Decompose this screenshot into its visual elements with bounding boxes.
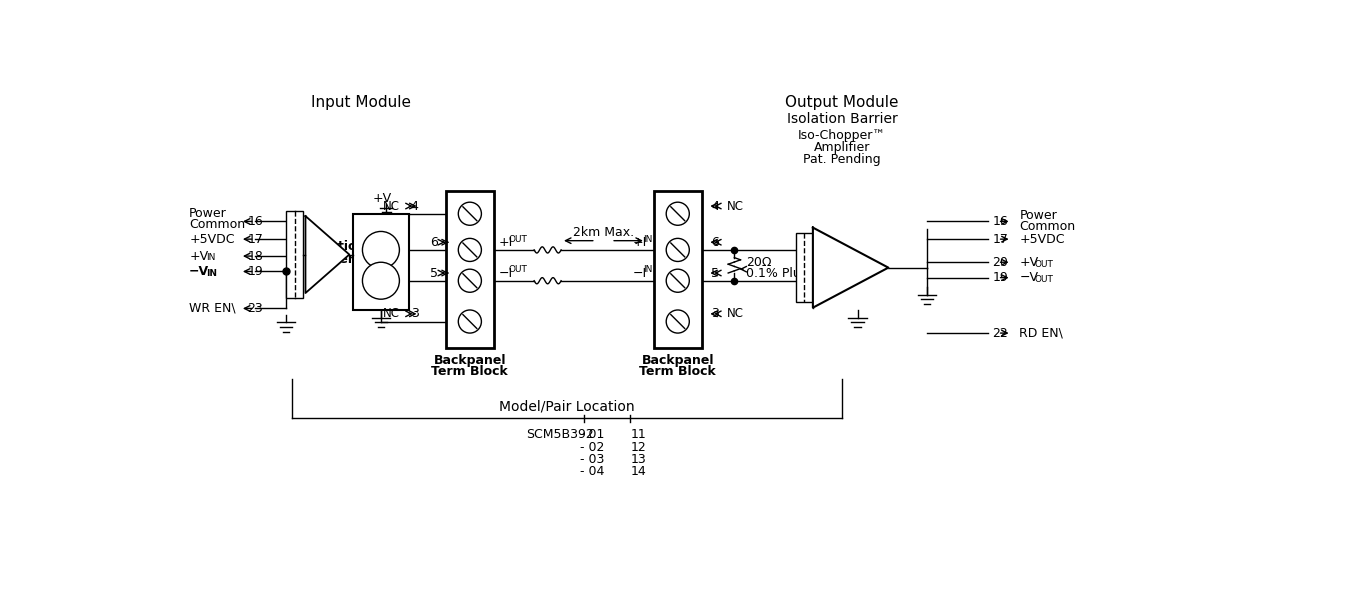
Text: - 04: - 04 <box>581 465 605 478</box>
Text: 22: 22 <box>992 327 1008 340</box>
Text: +V: +V <box>1019 256 1039 268</box>
Text: 3: 3 <box>466 248 473 258</box>
Text: - 02: - 02 <box>581 441 605 454</box>
Text: SCM5B392: SCM5B392 <box>527 428 594 441</box>
Circle shape <box>458 238 481 261</box>
Text: +V: +V <box>373 192 392 205</box>
Text: Isolation: Isolation <box>305 241 366 253</box>
Text: +5VDC: +5VDC <box>1019 233 1065 246</box>
Text: Backpanel: Backpanel <box>434 353 507 366</box>
Text: 6: 6 <box>711 236 719 249</box>
Text: IN: IN <box>207 253 216 262</box>
Text: −V: −V <box>189 265 209 278</box>
Text: 18: 18 <box>247 249 263 263</box>
Text: NC: NC <box>727 307 743 320</box>
Text: +I: +I <box>632 236 647 249</box>
Text: 5: 5 <box>430 267 438 280</box>
Text: 12: 12 <box>631 441 646 454</box>
Text: NC: NC <box>727 200 743 213</box>
Text: Model/Pair Location: Model/Pair Location <box>499 399 635 413</box>
Text: Pat. Pending: Pat. Pending <box>804 153 881 166</box>
Text: 20: 20 <box>992 256 1008 268</box>
Text: 6: 6 <box>430 236 438 249</box>
Circle shape <box>458 269 481 292</box>
Text: 4: 4 <box>411 200 419 213</box>
Text: 5: 5 <box>711 267 719 280</box>
Text: −I: −I <box>632 267 647 280</box>
Text: 17: 17 <box>247 233 263 246</box>
Text: 23: 23 <box>247 302 263 315</box>
Text: NC: NC <box>384 307 400 320</box>
Text: WR EN\: WR EN\ <box>189 302 236 315</box>
Text: 2: 2 <box>466 279 473 289</box>
Text: −V: −V <box>1019 271 1039 284</box>
Text: +I: +I <box>499 236 513 249</box>
Text: 1: 1 <box>674 320 681 330</box>
Text: Backpanel: Backpanel <box>642 353 715 366</box>
Text: 3: 3 <box>674 248 681 258</box>
Bar <box>353 214 409 310</box>
Text: 11: 11 <box>631 428 646 441</box>
Text: IN: IN <box>207 268 218 277</box>
Text: 17: 17 <box>992 233 1008 246</box>
Text: Output Module: Output Module <box>785 94 898 109</box>
Circle shape <box>666 310 689 333</box>
Text: 2km Max.: 2km Max. <box>573 226 634 239</box>
Text: 16: 16 <box>992 215 1008 228</box>
Text: Isolation Barrier: Isolation Barrier <box>786 112 897 126</box>
Text: 0.1% Plug-in: 0.1% Plug-in <box>746 267 824 280</box>
Text: IN: IN <box>643 235 653 244</box>
Text: 2: 2 <box>674 279 681 289</box>
Polygon shape <box>305 216 350 293</box>
Polygon shape <box>813 228 889 308</box>
Bar <box>654 191 703 349</box>
Text: Input Module: Input Module <box>311 94 411 109</box>
Text: OUT: OUT <box>509 235 528 244</box>
Text: Term Block: Term Block <box>431 365 508 378</box>
Text: 3: 3 <box>411 307 419 320</box>
Text: Barrier: Barrier <box>305 252 354 266</box>
Bar <box>796 233 813 302</box>
Text: Power: Power <box>189 207 227 220</box>
Circle shape <box>666 202 689 225</box>
Text: +V: +V <box>189 249 208 263</box>
Text: 4: 4 <box>674 212 681 222</box>
Text: Amplifier: Amplifier <box>813 141 870 154</box>
Text: Power: Power <box>1019 208 1056 222</box>
Text: 3: 3 <box>711 307 719 320</box>
Text: 4: 4 <box>466 212 473 222</box>
Text: Common: Common <box>189 218 246 231</box>
Text: OUT: OUT <box>509 266 528 274</box>
Text: 19: 19 <box>992 271 1008 284</box>
Bar <box>286 211 303 298</box>
Text: RD EN\: RD EN\ <box>1019 327 1063 340</box>
Text: 1: 1 <box>466 320 473 330</box>
Text: Common: Common <box>1019 220 1075 232</box>
Text: 14: 14 <box>631 465 646 478</box>
Text: Term Block: Term Block <box>639 365 716 378</box>
Text: −I: −I <box>499 267 513 280</box>
Text: IN: IN <box>643 266 653 274</box>
Circle shape <box>458 310 481 333</box>
Text: +5VDC: +5VDC <box>189 233 235 246</box>
Text: 19: 19 <box>247 265 263 278</box>
Text: 4: 4 <box>711 200 719 213</box>
Text: 16: 16 <box>247 215 263 228</box>
Text: 13: 13 <box>631 453 646 466</box>
Circle shape <box>362 232 400 268</box>
Text: - 03: - 03 <box>581 453 605 466</box>
Text: Iso-Chopper™: Iso-Chopper™ <box>798 129 886 142</box>
Text: OUT: OUT <box>1035 260 1054 269</box>
Text: - 01: - 01 <box>581 428 605 441</box>
Circle shape <box>458 202 481 225</box>
Text: 20Ω: 20Ω <box>746 256 771 268</box>
Text: OUT: OUT <box>1035 276 1054 285</box>
Bar <box>446 191 494 349</box>
Circle shape <box>362 262 400 299</box>
Circle shape <box>666 269 689 292</box>
Text: NC: NC <box>384 200 400 213</box>
Circle shape <box>666 238 689 261</box>
